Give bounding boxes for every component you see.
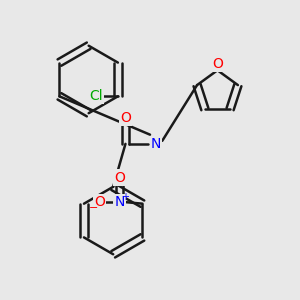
Text: O: O (94, 195, 105, 209)
Text: +: + (121, 192, 129, 202)
Text: N: N (151, 137, 161, 151)
Text: N: N (114, 195, 124, 209)
Text: O: O (114, 171, 125, 184)
Text: O: O (212, 57, 223, 71)
Text: Cl: Cl (90, 89, 103, 103)
Text: O: O (120, 111, 131, 125)
Text: −: − (89, 203, 99, 213)
